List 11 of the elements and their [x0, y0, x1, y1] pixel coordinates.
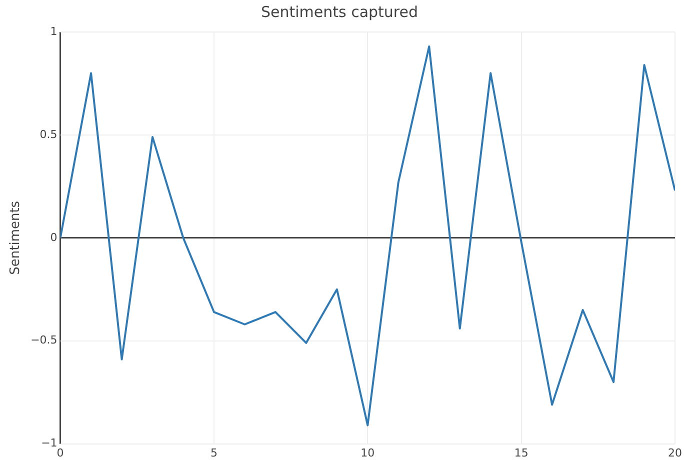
y-tick-label: 0 — [50, 230, 58, 244]
y-axis-title: Sentiments — [8, 200, 24, 275]
x-tick-label: 10 — [360, 446, 375, 460]
x-tick-label: 20 — [668, 446, 682, 460]
chart-title: Sentiments captured — [260, 2, 418, 21]
y-tick-label: 0.5 — [40, 128, 58, 141]
y-tick-label: 1 — [50, 24, 58, 38]
x-tick-label: 5 — [210, 446, 218, 460]
y-tick-label: −1 — [41, 436, 58, 450]
x-tick-label: 15 — [514, 446, 528, 460]
y-tick-label: −0.5 — [30, 334, 58, 347]
